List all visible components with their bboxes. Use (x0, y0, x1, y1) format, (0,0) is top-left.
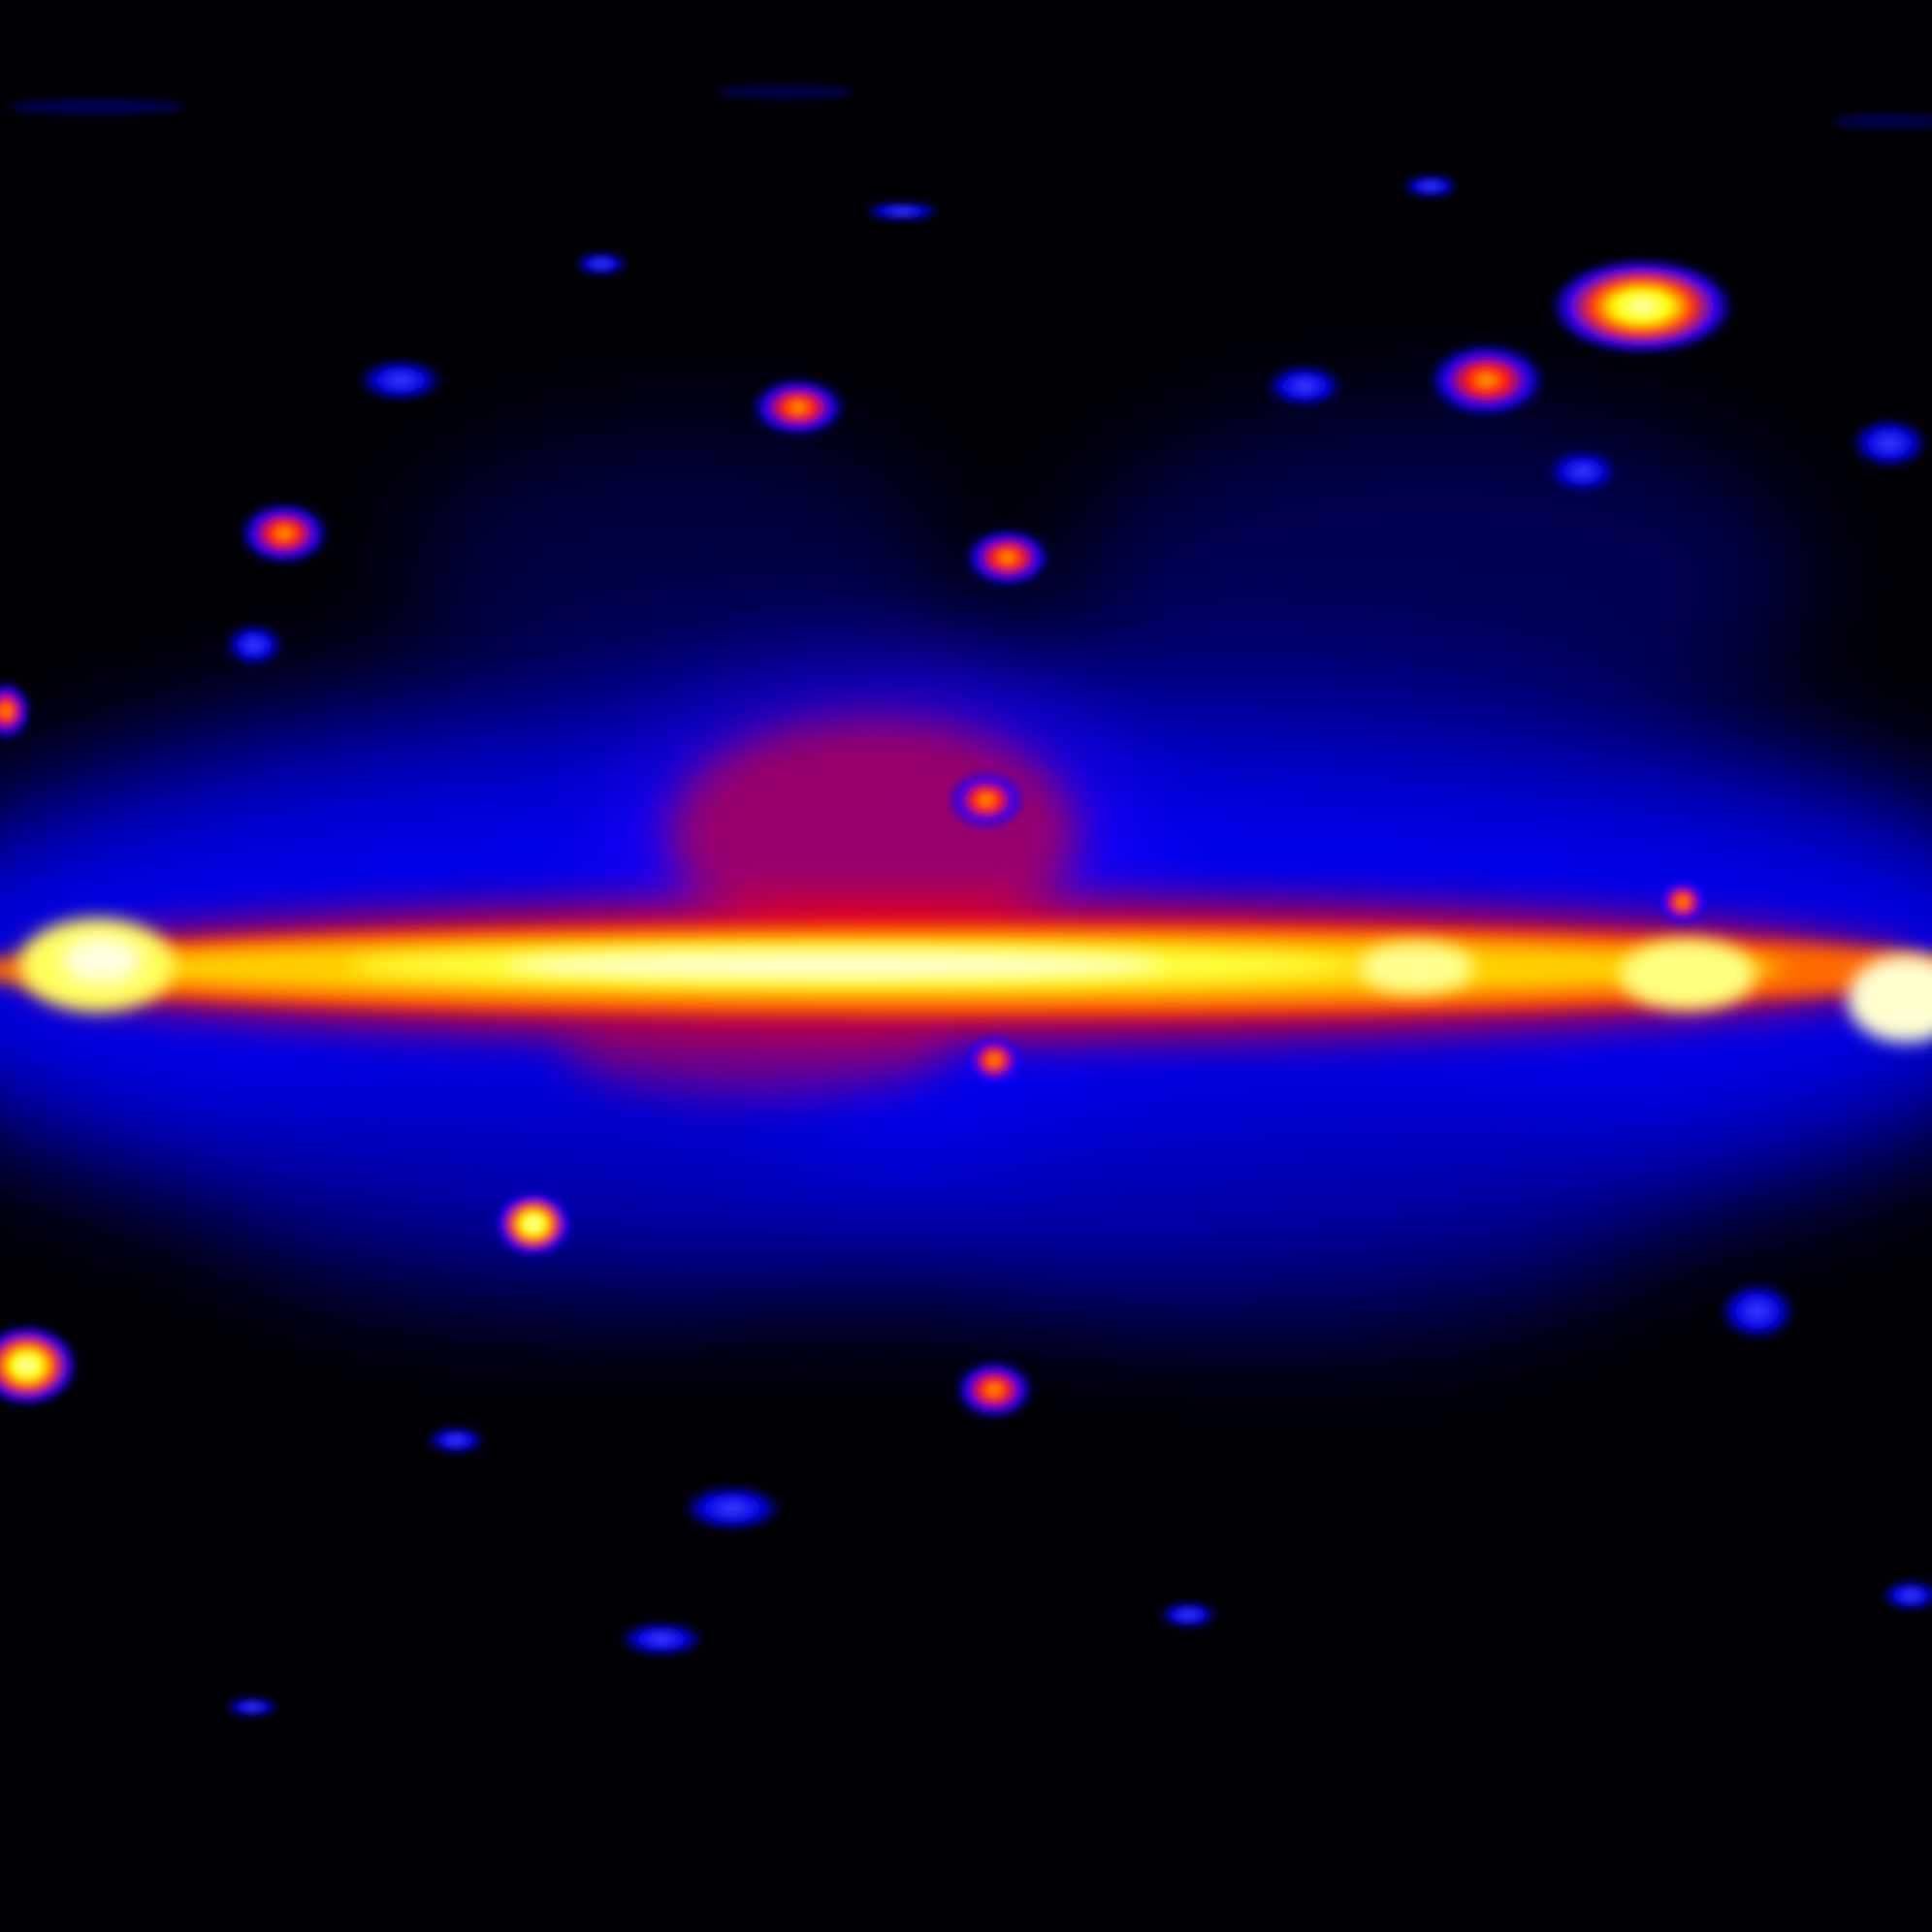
point-source (1658, 879, 1708, 925)
point-source (0, 682, 31, 740)
point-source (427, 1427, 485, 1454)
point-source (10, 99, 184, 114)
galactic-plane (0, 918, 1932, 1043)
point-source (1550, 258, 1734, 355)
point-source (752, 378, 845, 436)
point-source (574, 252, 628, 275)
point-source (240, 502, 329, 564)
point-source (955, 1361, 1033, 1419)
point-source (1401, 175, 1460, 198)
point-source (495, 1191, 572, 1257)
point-sources (0, 85, 1932, 1717)
point-source (965, 529, 1050, 587)
point-source (682, 1485, 783, 1531)
point-source (1833, 113, 1932, 129)
point-source (1266, 365, 1343, 407)
point-source (948, 771, 1025, 829)
point-source (1719, 1282, 1796, 1340)
point-source (965, 1035, 1023, 1085)
point-source (863, 202, 941, 221)
point-source (619, 1622, 704, 1657)
point-source (358, 359, 443, 402)
point-source (225, 624, 283, 666)
point-source (1882, 1580, 1932, 1611)
point-source (1548, 450, 1618, 493)
point-source (718, 85, 853, 99)
point-source (1159, 1601, 1217, 1628)
point-source (1429, 343, 1545, 417)
point-source (0, 1325, 78, 1406)
point-source (1851, 418, 1928, 468)
point-source (225, 1697, 279, 1717)
